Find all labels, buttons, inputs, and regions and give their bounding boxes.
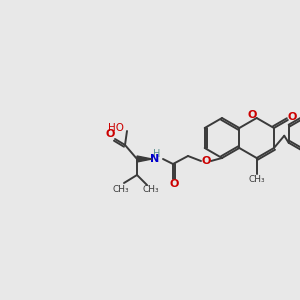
Text: O: O bbox=[287, 112, 297, 122]
Text: O: O bbox=[248, 110, 257, 120]
Text: HO: HO bbox=[108, 123, 124, 133]
Text: CH₃: CH₃ bbox=[113, 184, 129, 194]
Text: O: O bbox=[201, 156, 211, 166]
Text: O: O bbox=[105, 129, 115, 139]
Polygon shape bbox=[137, 156, 152, 162]
Text: O: O bbox=[169, 179, 179, 189]
Text: CH₃: CH₃ bbox=[143, 185, 159, 194]
Text: N: N bbox=[150, 154, 160, 164]
Text: H: H bbox=[153, 149, 161, 159]
Text: CH₃: CH₃ bbox=[248, 175, 265, 184]
